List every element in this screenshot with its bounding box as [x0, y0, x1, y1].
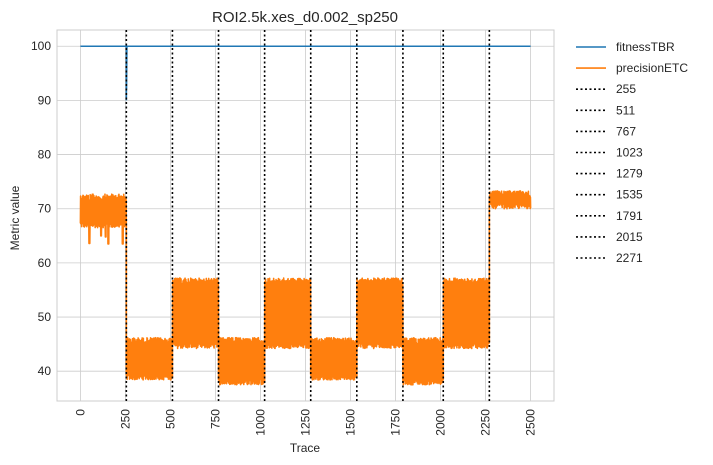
x-tick-label: 250	[118, 409, 132, 429]
legend-label-1023: 1023	[616, 146, 643, 160]
legend-label-1791: 1791	[616, 209, 643, 223]
y-tick-label: 40	[38, 364, 52, 378]
x-tick-label: 2500	[524, 409, 538, 436]
y-tick-label: 100	[31, 39, 51, 53]
x-tick-label: 1500	[344, 409, 358, 436]
plot-area: 0 250 500 750 1000 1250 1500 1750 2000 2250 2500 40…	[31, 29, 555, 436]
x-tick-label: 0	[73, 409, 87, 416]
series-fitnessTBR-line	[80, 45, 531, 101]
x-tick-label: 500	[163, 409, 177, 429]
y-tick-label: 70	[38, 202, 52, 216]
x-tick-label: 750	[208, 409, 222, 429]
x-tick-label: 1250	[299, 409, 313, 436]
y-tick-label: 90	[38, 93, 52, 107]
legend-label-1535: 1535	[616, 188, 643, 202]
y-tick-label: 60	[38, 256, 52, 270]
x-tick-label: 1750	[389, 409, 403, 436]
y-tick-label: 80	[38, 148, 52, 162]
legend-label-2271: 2271	[616, 251, 643, 265]
legend-label-511: 511	[616, 103, 635, 117]
x-tick-label: 1000	[253, 409, 267, 436]
legend-label-1279: 1279	[616, 167, 643, 181]
y-tick-label: 50	[38, 310, 52, 324]
legend-label-fitnessTBR: fitnessTBR	[616, 40, 675, 54]
x-axis-label: Trace	[290, 441, 321, 455]
plot-frame	[56, 29, 555, 402]
x-tick-label: 2250	[479, 409, 493, 436]
series-precisionETC-line	[79, 190, 532, 386]
legend-label-2015: 2015	[616, 230, 643, 244]
legend: fitnessTBR precisionETC 255 511 767 1023 1279 1…	[576, 40, 688, 265]
legend-label-255: 255	[616, 82, 636, 96]
legend-label-precisionETC: precisionETC	[616, 61, 688, 75]
legend-label-767: 767	[616, 124, 636, 138]
x-tick-label: 2000	[434, 409, 448, 436]
chart-title: ROI2.5k.xes_d0.002_sp250	[212, 9, 398, 26]
y-axis-label: Metric value	[8, 185, 22, 250]
